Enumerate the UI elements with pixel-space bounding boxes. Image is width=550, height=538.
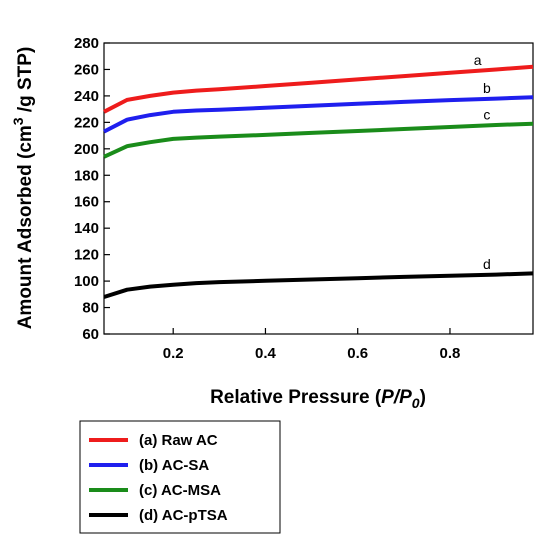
- plot-frame: [103, 42, 534, 335]
- y-axis-title: Amount Adsorbed (cm3 /g STP): [10, 47, 36, 330]
- y-tick-label: 120: [74, 247, 99, 264]
- y-tick-label: 180: [74, 167, 99, 184]
- y-axis: 60 80 100 120 140 160 180 200 220 240 260 280: [74, 35, 110, 343]
- y-tick-label: 160: [74, 194, 99, 211]
- x-tick-label: 0.8: [440, 345, 461, 362]
- x-tick-label: 0.2: [163, 345, 184, 362]
- y-tick-label: 220: [74, 114, 99, 131]
- plot-area: [103, 42, 534, 335]
- legend-label-c: (c) AC-MSA: [139, 482, 221, 499]
- series-line-a: [103, 64, 534, 114]
- y-axis-title-superscript: 3: [10, 117, 26, 125]
- y-tick-label: 240: [74, 88, 99, 105]
- series-line-d: [103, 271, 534, 299]
- y-tick-label: 260: [74, 61, 99, 78]
- legend-label-b: (b) AC-SA: [139, 457, 209, 474]
- series-annotations: abc d: [474, 52, 491, 272]
- y-axis-title-prefix: Amount Adsorbed (cm: [15, 125, 36, 329]
- y-tick-label: 100: [74, 273, 99, 290]
- x-axis-title-subscript: 0: [412, 395, 420, 411]
- legend-label-a: (a) Raw AC: [139, 432, 218, 449]
- y-tick-label: 200: [74, 141, 99, 158]
- series-annotation-a: a: [474, 52, 482, 68]
- series-annotation-b: b: [483, 80, 491, 96]
- series-line-b: [103, 95, 534, 134]
- y-tick-label: 140: [74, 220, 99, 237]
- x-axis-title: Relative Pressure (P/P0): [210, 387, 426, 411]
- y-tick-label: 280: [74, 35, 99, 52]
- legend-label-d: (d) AC-pTSA: [139, 507, 228, 524]
- x-axis-title-suffix: ): [420, 387, 426, 408]
- x-axis-title-prefix: Relative Pressure (: [210, 387, 382, 408]
- x-axis-title-italic: P/P: [381, 387, 412, 408]
- x-tick-label: 0.6: [347, 345, 368, 362]
- legend: (a) Raw AC (b) AC-SA (c) AC-MSA (d) AC-pTSA: [79, 420, 281, 534]
- x-axis: 0.2 0.4 0.6 0.8: [163, 328, 461, 362]
- y-tick-label: 80: [82, 300, 99, 317]
- series-annotation-c: c: [483, 106, 490, 122]
- legend-items: (a) Raw AC (b) AC-SA (c) AC-MSA (d) AC-pTSA: [89, 432, 228, 524]
- x-tick-label: 0.4: [255, 345, 277, 362]
- series-line-c: [103, 121, 534, 159]
- y-tick-label: 60: [82, 326, 99, 343]
- series-annotation-d: d: [483, 256, 491, 272]
- y-axis-title-suffix: /g STP): [15, 47, 36, 118]
- series-lines: [103, 64, 534, 299]
